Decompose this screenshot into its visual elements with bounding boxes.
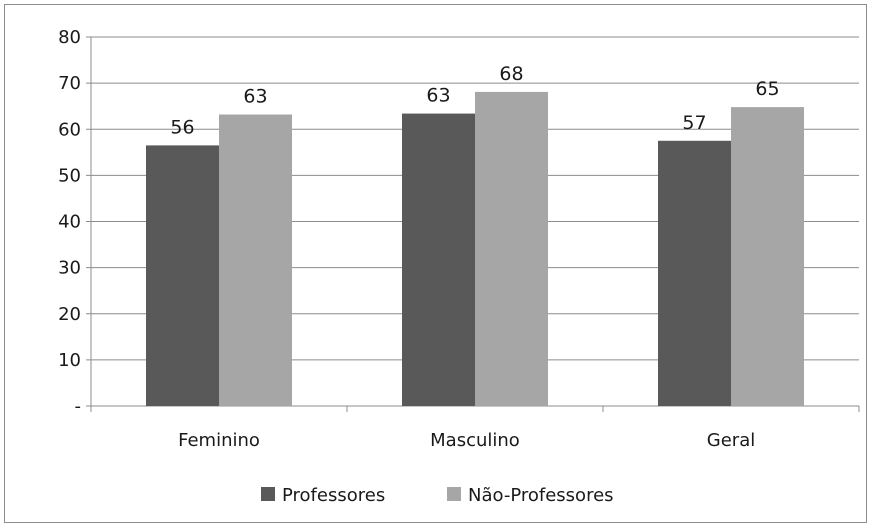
legend-label: Professores xyxy=(282,485,385,506)
y-tick-label: 20 xyxy=(58,304,81,325)
chart-frame: -10 20 30 40 50 60 70 80 Feminino Masculino Geral … xyxy=(4,4,867,523)
bar xyxy=(475,91,548,407)
data-label: 57 xyxy=(682,112,706,134)
axes: - 10 20 30 40 50 60 70 80 Feminino Masculino Geral xyxy=(58,27,860,451)
bar xyxy=(219,114,292,407)
x-category-label: Feminino xyxy=(178,430,260,451)
bar xyxy=(731,107,804,407)
data-label: 63 xyxy=(243,85,267,107)
y-tick-label: - xyxy=(75,396,82,417)
y-tick-label: 80 xyxy=(58,27,81,48)
data-label: 63 xyxy=(426,85,450,107)
y-tick-label: 30 xyxy=(58,258,81,279)
data-label: 68 xyxy=(499,63,523,85)
y-tick-label: 40 xyxy=(58,212,81,233)
legend-swatch xyxy=(447,487,461,501)
bar xyxy=(146,145,219,407)
y-tick-label: 10 xyxy=(58,350,81,371)
legend-swatch xyxy=(261,487,275,501)
data-labels: 56 63 63 68 57 65 xyxy=(170,63,779,139)
x-category-label: Geral xyxy=(707,430,755,451)
data-label: 65 xyxy=(755,78,779,100)
bar xyxy=(658,140,731,406)
y-tick-label: 70 xyxy=(58,73,81,94)
x-category-label: Masculino xyxy=(430,430,520,451)
bars xyxy=(146,91,804,407)
y-tick-label: 60 xyxy=(58,119,81,140)
y-tick-label: 50 xyxy=(58,165,81,186)
bar xyxy=(402,113,475,406)
legend-label: Não-Professores xyxy=(468,485,614,506)
data-label: 56 xyxy=(170,116,194,138)
legend: Professores Não-Professores xyxy=(261,485,614,506)
